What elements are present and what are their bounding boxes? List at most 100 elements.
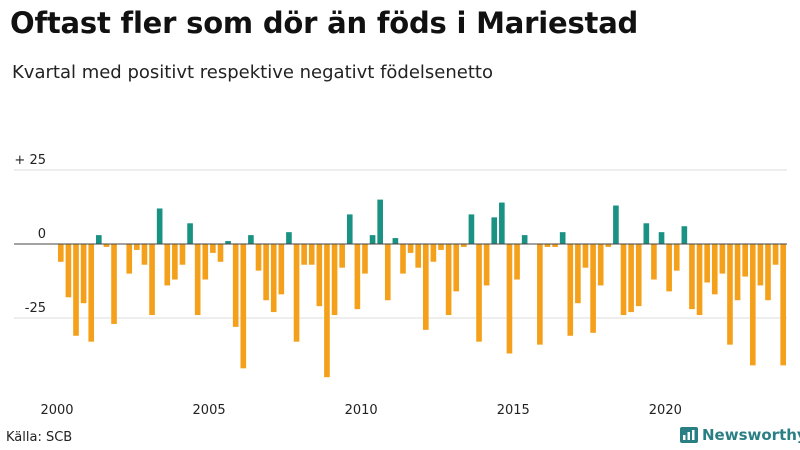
bar — [635, 244, 642, 307]
bar — [643, 223, 650, 244]
bar — [719, 244, 726, 274]
bar — [749, 244, 756, 366]
bar — [673, 244, 680, 271]
bar — [681, 226, 688, 244]
bar — [765, 244, 771, 301]
bar — [658, 232, 665, 244]
bar — [453, 244, 460, 292]
bar — [468, 214, 475, 244]
bar — [780, 244, 787, 366]
y-tick-label: 0 — [38, 227, 46, 242]
bar — [559, 232, 566, 244]
bar — [666, 244, 672, 292]
source-note: Källa: SCB — [6, 430, 73, 445]
bar — [240, 244, 247, 369]
bar — [331, 244, 338, 316]
bar — [575, 244, 581, 304]
bar — [597, 244, 604, 286]
bar — [194, 244, 201, 316]
bar — [103, 244, 110, 247]
bar — [567, 244, 574, 336]
axes: + 25 0 -25 2000 2005 2010 2015 2020 — [14, 153, 787, 418]
bar — [491, 217, 498, 244]
bar — [324, 244, 330, 378]
bar — [422, 244, 429, 330]
bar — [111, 244, 117, 324]
bar — [278, 244, 285, 295]
bar — [73, 244, 79, 336]
bar — [187, 223, 193, 244]
bar — [407, 244, 414, 253]
bar — [149, 244, 155, 316]
bar — [316, 244, 323, 307]
bar — [232, 244, 239, 327]
chart-title: Oftast fler som dör än föds i Mariestad — [10, 6, 639, 40]
bar — [537, 244, 543, 345]
newsworthy-logo: Newsworthy — [680, 426, 800, 444]
bar — [734, 244, 741, 301]
bar — [293, 244, 300, 342]
bar — [476, 244, 482, 342]
bar — [628, 244, 634, 313]
bars — [57, 199, 787, 378]
x-tick-label: 2020 — [649, 403, 682, 418]
bar — [164, 244, 171, 286]
bar — [156, 208, 163, 244]
bar — [134, 244, 140, 250]
bar — [217, 244, 224, 262]
bar — [301, 244, 307, 265]
bar — [369, 235, 376, 244]
x-tick-label: 2015 — [497, 403, 530, 418]
bar — [521, 235, 528, 244]
bar — [362, 244, 368, 274]
bar — [544, 244, 551, 247]
bar — [255, 244, 262, 271]
bar — [499, 202, 505, 244]
bar — [248, 235, 254, 244]
bar — [354, 244, 361, 310]
bar — [438, 244, 444, 250]
bar — [210, 244, 216, 253]
bar — [696, 244, 703, 316]
bar — [202, 244, 209, 280]
bar — [711, 244, 718, 295]
bar — [88, 244, 95, 342]
bar — [430, 244, 437, 262]
bar — [620, 244, 627, 316]
bar — [80, 244, 87, 304]
bar — [461, 244, 467, 247]
bar — [346, 214, 353, 244]
y-tick-label: + 25 — [14, 153, 46, 168]
gridlines — [14, 169, 787, 319]
bar — [582, 244, 589, 268]
bar — [552, 244, 558, 247]
bar — [339, 244, 345, 268]
bar — [377, 199, 383, 244]
bar — [57, 244, 64, 262]
y-tick-label: -25 — [25, 301, 46, 316]
bar — [141, 244, 148, 265]
bar — [727, 244, 733, 345]
brand-name: Newsworthy — [702, 426, 800, 444]
bar — [384, 244, 391, 301]
bar — [263, 244, 269, 301]
x-tick-label: 2000 — [40, 403, 73, 418]
x-tick-label: 2005 — [193, 403, 226, 418]
bar — [605, 244, 612, 247]
bar — [126, 244, 133, 274]
bar — [742, 244, 748, 277]
newsworthy-logo-icon — [680, 427, 698, 443]
bar — [757, 244, 764, 286]
bar — [445, 244, 452, 316]
bar — [179, 244, 186, 265]
x-tick-label: 2010 — [345, 403, 378, 418]
bar — [704, 244, 710, 283]
bar — [96, 235, 102, 244]
bar — [286, 232, 292, 244]
bar — [65, 244, 72, 298]
bar — [172, 244, 178, 280]
bar — [689, 244, 695, 310]
bar — [225, 241, 231, 244]
bar — [270, 244, 277, 313]
